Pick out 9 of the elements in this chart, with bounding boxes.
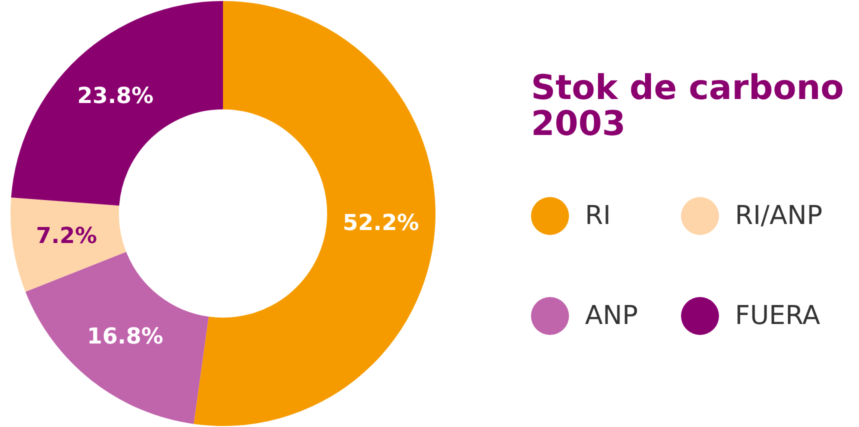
legend-label: ANP <box>585 301 638 331</box>
data-label: 16.8% <box>87 324 164 350</box>
data-label: 7.2% <box>36 224 97 249</box>
legend-label: FUERA <box>735 301 820 331</box>
data-label: 23.8% <box>77 84 154 110</box>
data-label: 52.2% <box>342 211 420 236</box>
legend-label: RI/ANP <box>735 201 822 231</box>
text: Stok de carbono 2003 <box>531 68 845 144</box>
legend-label: RI <box>585 201 611 231</box>
